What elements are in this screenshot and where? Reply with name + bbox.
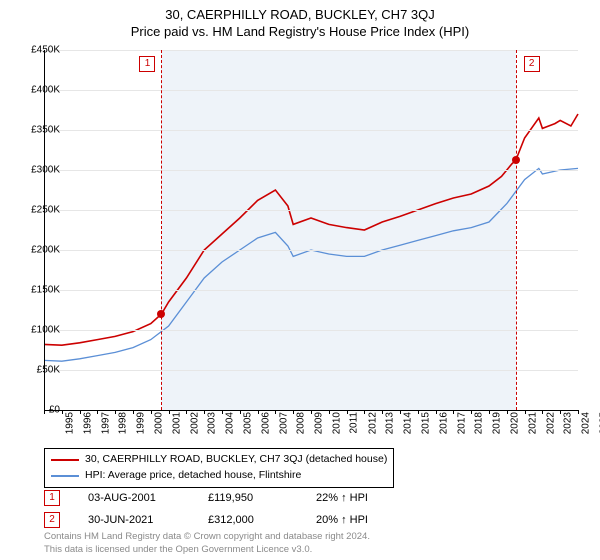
chart-container: 30, CAERPHILLY ROAD, BUCKLEY, CH7 3QJ Pr… (0, 0, 600, 560)
x-axis-label: 2000 (153, 412, 164, 434)
annotation-delta: 20% ↑ HPI (316, 514, 368, 526)
annotation-row: 1 03-AUG-2001 £119,950 22% ↑ HPI (44, 490, 368, 506)
x-axis-label: 2006 (260, 412, 271, 434)
y-axis-label: £150K (31, 285, 60, 296)
annotation-row: 2 30-JUN-2021 £312,000 20% ↑ HPI (44, 512, 368, 528)
x-axis-label: 2011 (348, 412, 359, 434)
legend-label: HPI: Average price, detached house, Flin… (85, 468, 301, 484)
plot-area: 12 (44, 50, 578, 410)
marker-line (516, 50, 517, 410)
x-axis-label: 2022 (545, 412, 556, 434)
x-axis-label: 2021 (527, 412, 538, 434)
y-axis-label: £50K (37, 365, 60, 376)
x-axis-label: 2023 (563, 412, 574, 434)
x-tick (578, 410, 579, 414)
x-axis-label: 2007 (278, 412, 289, 434)
y-axis-label: £250K (31, 205, 60, 216)
series-hpi (44, 168, 578, 361)
x-axis-label: 2004 (224, 412, 235, 434)
marker-dot (512, 156, 520, 164)
gridline (44, 130, 578, 131)
x-axis-label: 1999 (135, 412, 146, 434)
gridline (44, 90, 578, 91)
x-axis-label: 2002 (189, 412, 200, 434)
y-axis-label: £350K (31, 125, 60, 136)
annotation-date: 03-AUG-2001 (88, 492, 180, 504)
x-axis-label: 2009 (313, 412, 324, 434)
marker-badge: 1 (44, 490, 60, 506)
marker-badge: 2 (44, 512, 60, 528)
x-axis-label: 2020 (509, 412, 520, 434)
x-axis-label: 2019 (491, 412, 502, 434)
legend: 30, CAERPHILLY ROAD, BUCKLEY, CH7 3QJ (d… (44, 448, 394, 488)
y-axis (44, 50, 45, 410)
chart-subtitle: Price paid vs. HM Land Registry's House … (0, 24, 600, 39)
gridline (44, 370, 578, 371)
x-axis-label: 1997 (100, 412, 111, 434)
marker-badge: 2 (524, 56, 540, 72)
annotation-price: £119,950 (208, 492, 288, 504)
marker-line (161, 50, 162, 410)
footer-text: Contains HM Land Registry data © Crown c… (44, 531, 370, 556)
legend-item: HPI: Average price, detached house, Flin… (51, 468, 387, 484)
y-axis-label: £450K (31, 45, 60, 56)
gridline (44, 210, 578, 211)
series-property (44, 114, 578, 345)
annotation-delta: 22% ↑ HPI (316, 492, 368, 504)
marker-badge: 1 (139, 56, 155, 72)
annotation-date: 30-JUN-2021 (88, 514, 180, 526)
gridline (44, 250, 578, 251)
x-axis-label: 2012 (367, 412, 378, 434)
legend-item: 30, CAERPHILLY ROAD, BUCKLEY, CH7 3QJ (d… (51, 452, 387, 468)
x-axis-label: 2015 (420, 412, 431, 434)
gridline (44, 170, 578, 171)
x-axis-label: 2024 (580, 412, 591, 434)
y-axis-label: £100K (31, 325, 60, 336)
x-axis-label: 2010 (331, 412, 342, 434)
x-axis-label: 2018 (474, 412, 485, 434)
x-axis-label: 2017 (456, 412, 467, 434)
legend-label: 30, CAERPHILLY ROAD, BUCKLEY, CH7 3QJ (d… (85, 452, 387, 468)
footer-line: This data is licensed under the Open Gov… (44, 544, 370, 556)
x-axis (44, 410, 578, 411)
footer-line: Contains HM Land Registry data © Crown c… (44, 531, 370, 543)
x-axis-label: 2001 (171, 412, 182, 434)
x-axis-label: 1998 (118, 412, 129, 434)
annotation-price: £312,000 (208, 514, 288, 526)
y-axis-label: £400K (31, 85, 60, 96)
x-axis-label: 1995 (64, 412, 75, 434)
y-axis-label: £300K (31, 165, 60, 176)
x-axis-label: 2003 (207, 412, 218, 434)
chart-svg (44, 50, 578, 410)
chart-title: 30, CAERPHILLY ROAD, BUCKLEY, CH7 3QJ (0, 0, 600, 24)
x-axis-label: 2013 (385, 412, 396, 434)
gridline (44, 330, 578, 331)
x-axis-label: 2008 (296, 412, 307, 434)
x-axis-label: 2005 (242, 412, 253, 434)
y-axis-label: £200K (31, 245, 60, 256)
x-axis-label: 2016 (438, 412, 449, 434)
legend-swatch (51, 459, 79, 461)
gridline (44, 290, 578, 291)
marker-dot (157, 310, 165, 318)
x-axis-label: 2014 (402, 412, 413, 434)
legend-swatch (51, 475, 79, 477)
x-axis-label: 1996 (82, 412, 93, 434)
gridline (44, 50, 578, 51)
